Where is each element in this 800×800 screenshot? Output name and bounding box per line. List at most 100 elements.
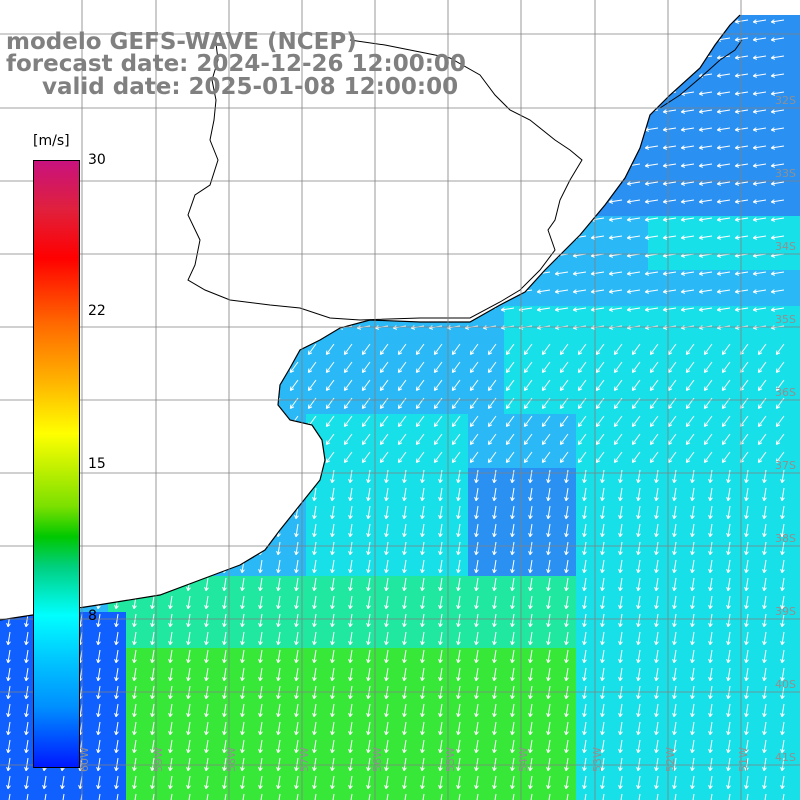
field-cell: [666, 252, 684, 270]
wind-arrow: [654, 721, 659, 736]
field-cell: [792, 306, 800, 324]
wind-arrow: [451, 433, 461, 445]
wind-arrow: [150, 667, 155, 682]
field-cell: [612, 450, 630, 468]
wind-arrow: [680, 217, 695, 222]
wind-arrow: [744, 469, 749, 484]
wind-arrow: [456, 469, 461, 484]
field-cell: [792, 15, 800, 18]
wind-arrow: [752, 235, 767, 240]
wind-arrow: [582, 541, 587, 556]
wind-arrow: [312, 559, 317, 574]
field-cell: [576, 288, 594, 306]
field-cell: [360, 396, 378, 414]
wind-arrow: [757, 433, 767, 445]
wind-arrow: [415, 415, 425, 427]
field-cell: [684, 792, 702, 800]
field-cell: [684, 216, 702, 234]
wind-arrow: [564, 613, 569, 628]
wind-arrow: [402, 505, 407, 520]
field-cell: [666, 126, 684, 144]
wind-arrow: [672, 649, 677, 664]
field-cell: [684, 378, 702, 396]
wind-arrow: [554, 307, 569, 312]
field-cell: [738, 162, 756, 180]
field-cell: [738, 360, 756, 378]
field-cell: [504, 450, 522, 468]
wind-arrow: [258, 631, 263, 646]
field-cell: [360, 450, 378, 468]
wind-arrow: [672, 631, 677, 646]
wind-arrow: [564, 523, 569, 538]
wind-arrow: [132, 739, 137, 754]
field-cell: [774, 198, 792, 216]
wind-arrow: [258, 577, 263, 592]
wind-arrow: [366, 613, 371, 628]
field-cell: [594, 432, 612, 450]
field-cell: [774, 180, 792, 198]
wind-arrow: [186, 595, 191, 610]
wind-arrow: [312, 649, 317, 664]
wind-arrow: [438, 559, 443, 574]
wind-arrow: [780, 487, 785, 502]
field-cell: [396, 342, 414, 360]
wind-arrow: [366, 649, 371, 664]
wind-arrow: [636, 649, 641, 664]
field-cell: [414, 432, 432, 450]
wind-arrow: [564, 631, 569, 646]
wind-arrow: [325, 433, 335, 445]
wind-arrow: [510, 487, 515, 502]
wind-arrow: [654, 559, 659, 574]
field-cell: [486, 792, 504, 800]
lat-label: 34S: [775, 240, 796, 253]
wind-arrow: [770, 19, 785, 24]
wind-arrow: [258, 685, 263, 700]
wind-arrow: [312, 595, 317, 610]
wind-arrow: [379, 361, 389, 373]
wind-arrow: [644, 235, 659, 240]
wind-arrow: [402, 613, 407, 628]
wind-arrow: [780, 541, 785, 556]
wind-arrow: [204, 703, 209, 718]
field-cell: [648, 216, 666, 234]
wind-arrow: [456, 487, 461, 502]
wind-arrow: [662, 199, 677, 204]
field-cell: [702, 432, 720, 450]
field-cell: [468, 792, 486, 800]
wind-arrow: [505, 379, 515, 391]
field-cell: [306, 360, 324, 378]
field-cell: [630, 396, 648, 414]
field-cell: [792, 288, 800, 306]
wind-arrow: [721, 433, 731, 445]
wind-arrow: [752, 91, 767, 96]
wind-arrow: [636, 505, 641, 520]
field-cell: [630, 432, 648, 450]
wind-arrow: [474, 685, 479, 700]
wind-arrow: [240, 685, 245, 700]
wind-arrow: [546, 487, 551, 502]
wind-arrow: [438, 703, 443, 718]
wind-arrow: [690, 469, 695, 484]
wind-arrow: [582, 613, 587, 628]
wind-arrow: [577, 433, 587, 445]
field-cell: [630, 288, 648, 306]
field-cell: [414, 414, 432, 432]
field-cell: [702, 792, 720, 800]
wind-arrow: [780, 595, 785, 610]
field-cell: [792, 108, 800, 126]
field-cell: [342, 360, 360, 378]
wind-arrow: [492, 667, 497, 682]
field-cell: [738, 342, 756, 360]
wind-arrow: [770, 181, 785, 186]
wind-arrow: [667, 343, 677, 355]
field-cell: [756, 180, 774, 198]
field-cell: [792, 72, 800, 90]
wind-arrow: [510, 613, 515, 628]
field-cell: [342, 342, 360, 360]
wind-arrow: [734, 289, 749, 294]
wind-arrow: [307, 379, 317, 391]
wind-arrow: [240, 577, 245, 592]
field-cell: [378, 414, 396, 432]
wind-arrow: [343, 415, 353, 427]
wind-arrow: [186, 685, 191, 700]
